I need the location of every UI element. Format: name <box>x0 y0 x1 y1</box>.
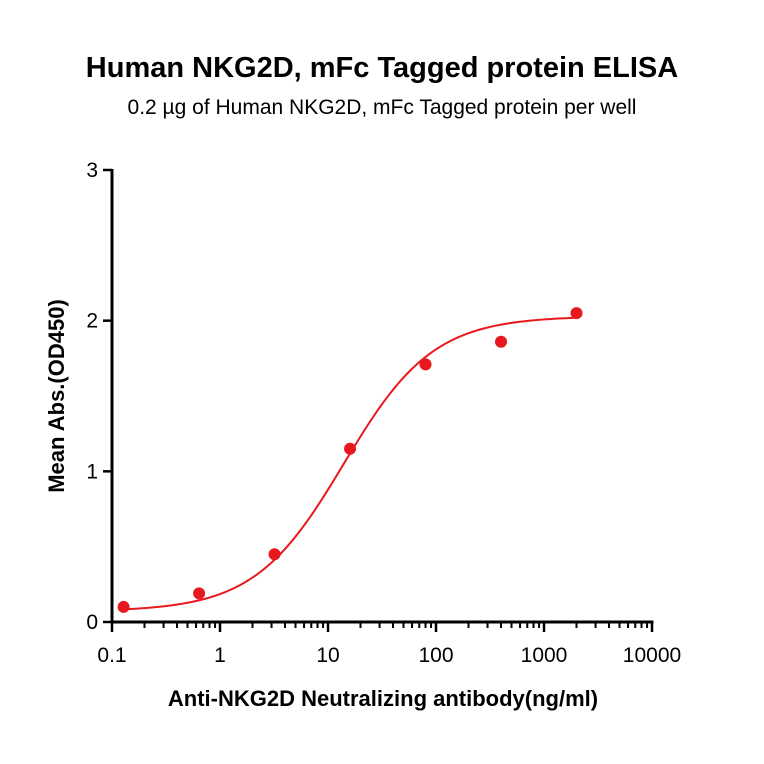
x-tick-label-100: 100 <box>418 644 453 667</box>
x-tick-label-1: 1 <box>214 644 226 667</box>
x-axis-label: Anti-NKG2D Neutralizing antibody(ng/ml) <box>168 686 598 711</box>
data-point <box>419 358 432 371</box>
y-tick-label-1: 1 <box>86 460 98 483</box>
data-point <box>495 335 508 348</box>
chart-subtitle: 0.2 µg of Human NKG2D, mFc Tagged protei… <box>127 96 637 119</box>
data-point <box>344 442 357 455</box>
data-point <box>268 548 281 561</box>
x-tick-label-10000: 10000 <box>623 644 681 667</box>
fit-curve-layer <box>123 316 577 611</box>
axes: 0 1 2 3 0.1 1 10 100 1000 10000 <box>86 159 681 667</box>
y-tick-label-3: 3 <box>86 159 98 182</box>
chart-title: Human NKG2D, mFc Tagged protein ELISA <box>85 52 679 84</box>
y-tick-label-2: 2 <box>86 310 98 333</box>
data-point <box>117 600 130 613</box>
x-tick-label-0.1: 0.1 <box>97 644 126 667</box>
x-tick-label-1000: 1000 <box>521 644 568 667</box>
fit-curve <box>123 316 577 611</box>
data-points-layer <box>117 307 583 613</box>
x-tick-label-10: 10 <box>316 644 339 667</box>
y-tick-label-0: 0 <box>86 611 98 634</box>
data-point <box>193 587 206 600</box>
y-axis-label: Mean Abs.(OD450) <box>44 299 69 493</box>
data-point <box>570 307 583 320</box>
